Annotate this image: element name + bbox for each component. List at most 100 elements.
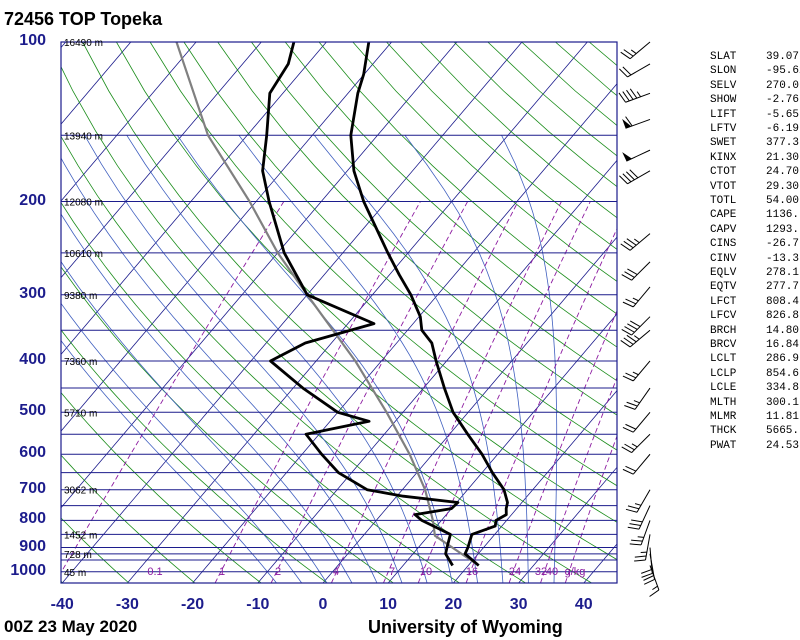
index-key: BRCV bbox=[710, 339, 737, 351]
index-row: THCK 5665. bbox=[710, 425, 799, 438]
isotherm-line bbox=[387, 313, 617, 583]
height-label: 16490 m bbox=[64, 38, 103, 49]
index-value: 277.7 bbox=[766, 281, 800, 294]
index-row: VTOT 29.30 bbox=[710, 180, 799, 193]
dry-adiabat bbox=[61, 201, 460, 583]
index-key: VTOT bbox=[710, 180, 737, 193]
barb-flag bbox=[622, 118, 632, 129]
barb-feather bbox=[627, 526, 640, 530]
barb-feather bbox=[622, 91, 630, 102]
wind-barb bbox=[619, 169, 651, 185]
barb-feather bbox=[621, 274, 632, 281]
barb-feather bbox=[641, 572, 653, 578]
index-key: MLTH bbox=[710, 396, 737, 409]
plot-area bbox=[61, 42, 617, 583]
isotherm-line bbox=[127, 42, 588, 583]
index-key: CINS bbox=[710, 238, 737, 251]
index-value: -13.3 bbox=[766, 252, 800, 265]
barb-half-feather bbox=[636, 91, 642, 98]
index-key: BRCH bbox=[710, 324, 737, 337]
barb-staff bbox=[632, 453, 651, 475]
dry-adiabat bbox=[61, 266, 394, 583]
index-key: TOTL bbox=[710, 195, 737, 207]
barb-feather bbox=[625, 116, 633, 127]
dry-adiabat bbox=[61, 329, 328, 583]
index-value: 334.8 bbox=[766, 382, 800, 395]
index-value: 300.1 bbox=[766, 396, 800, 409]
barb-feather bbox=[621, 328, 632, 336]
index-row: EQLV 278.1 bbox=[710, 267, 799, 279]
index-value: 1136. bbox=[766, 209, 800, 222]
barb-feather bbox=[618, 92, 626, 103]
barb-staff bbox=[632, 360, 651, 382]
height-label: 12080 m bbox=[64, 198, 103, 209]
isotherm-line bbox=[257, 159, 617, 583]
index-row: KINX 21.30 bbox=[710, 151, 799, 164]
index-key: KINX bbox=[710, 151, 737, 164]
mixing-ratio-line bbox=[508, 309, 617, 583]
barb-half-feather bbox=[631, 443, 638, 448]
isotherm-line bbox=[61, 42, 523, 583]
index-row: CAPE 1136. bbox=[710, 209, 799, 221]
barb-staff bbox=[629, 233, 651, 251]
barb-feather bbox=[643, 575, 655, 581]
barb-feather bbox=[626, 89, 634, 100]
index-key: SLAT bbox=[710, 51, 737, 63]
index-value: 854.6 bbox=[766, 367, 800, 380]
index-row: EQTV 277.7 bbox=[710, 281, 799, 293]
dry-adiabat bbox=[61, 454, 196, 583]
index-row: SLAT 39.07 bbox=[710, 51, 799, 63]
barb-feather bbox=[641, 568, 653, 574]
barb-feather bbox=[624, 405, 636, 410]
index-row: CINV -13.3 bbox=[710, 253, 799, 265]
temperature-tick-label: -10 bbox=[246, 596, 270, 613]
barb-staff bbox=[638, 505, 651, 530]
dry-adiabat bbox=[352, 42, 617, 282]
moist-adiabat bbox=[501, 135, 558, 583]
barb-staff bbox=[631, 433, 651, 453]
index-row: LIFT -5.65 bbox=[710, 109, 799, 121]
moist-adiabat bbox=[313, 135, 504, 583]
height-label: 7360 m bbox=[64, 357, 97, 368]
mixing-ratio-line bbox=[61, 201, 285, 574]
isotherm-line bbox=[61, 42, 132, 125]
index-row: MLMR 11.81 bbox=[710, 411, 799, 423]
barb-feather bbox=[619, 68, 628, 78]
barb-feather bbox=[634, 555, 647, 558]
temperature-tick-label: 20 bbox=[444, 596, 463, 613]
wind-barb bbox=[621, 261, 651, 281]
temperature-tick-label: -20 bbox=[181, 596, 205, 613]
temperature-tick-label: 30 bbox=[509, 596, 528, 613]
mixing-ratio-label: 40 bbox=[546, 566, 558, 578]
dry-adiabat bbox=[183, 42, 617, 451]
wind-barb bbox=[620, 41, 651, 60]
index-row: BRCH 14.80 bbox=[710, 324, 799, 337]
mixing-ratio-label: 32 bbox=[535, 566, 547, 578]
barb-feather bbox=[622, 468, 634, 475]
barb-feather bbox=[624, 271, 635, 278]
isotherm-line bbox=[61, 42, 262, 279]
wind-barb bbox=[618, 88, 651, 103]
index-key: SLON bbox=[710, 65, 737, 78]
index-row: BRCV 16.84 bbox=[710, 339, 799, 351]
index-value: 1293. bbox=[766, 223, 800, 236]
isotherm-line bbox=[518, 466, 617, 583]
wind-barb bbox=[643, 553, 656, 585]
barb-feather bbox=[623, 337, 634, 345]
barb-feather bbox=[625, 465, 637, 472]
dry-adiabat bbox=[61, 580, 63, 583]
barb-half-feather bbox=[632, 371, 639, 376]
barb-feather bbox=[629, 169, 639, 179]
mixing-ratio-line bbox=[382, 201, 562, 583]
temperature-tick-label: 10 bbox=[379, 596, 398, 613]
mixing-ratio-label: 0.1 bbox=[147, 566, 162, 578]
barb-feather bbox=[622, 66, 632, 76]
index-value: 39.07 bbox=[766, 51, 800, 63]
wind-barb bbox=[620, 329, 651, 348]
dry-adiabat bbox=[251, 42, 617, 382]
pressure-tick-label: 500 bbox=[19, 402, 46, 420]
index-row: CTOT 24.70 bbox=[710, 166, 799, 178]
barb-staff bbox=[627, 63, 651, 78]
wind-barb bbox=[622, 360, 651, 382]
index-key: THCK bbox=[710, 425, 737, 438]
